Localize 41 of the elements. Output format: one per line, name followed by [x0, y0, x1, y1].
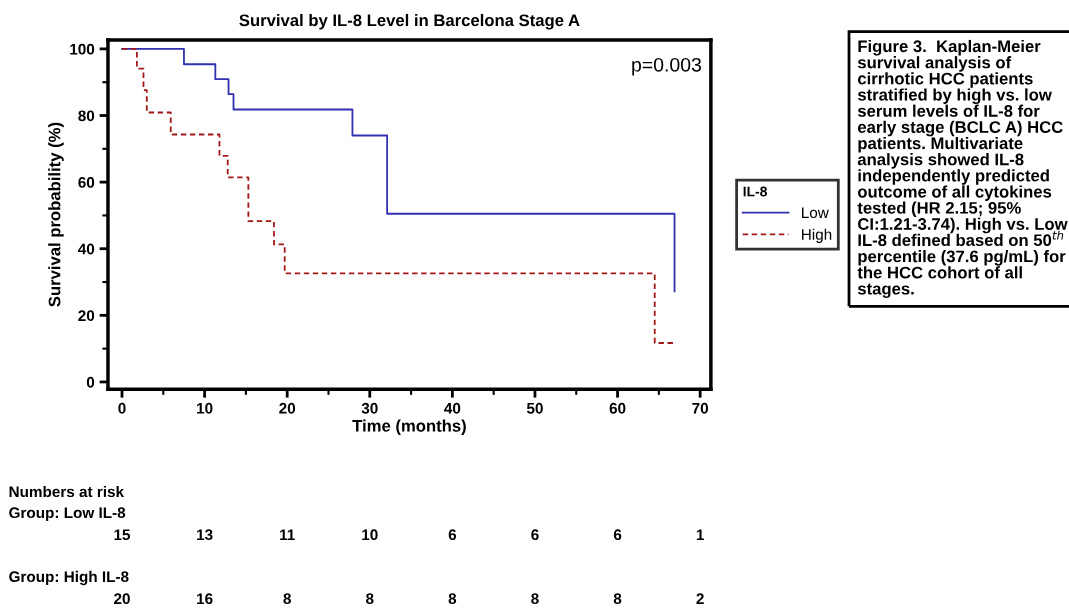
annotation: p=0.003 — [632, 57, 701, 76]
x-tick-label: 0 — [118, 402, 126, 414]
text: 8 — [613, 593, 622, 605]
text: 20 — [114, 593, 130, 605]
y-tick-label: 60 — [78, 176, 95, 188]
y-tick-label: 100 — [70, 43, 95, 55]
x-axis-title: Time (months) — [352, 419, 466, 436]
x-tick-label: 40 — [444, 402, 461, 414]
text: Group: Low IL-8 — [9, 507, 126, 522]
text: Group: High IL-8 — [9, 570, 129, 586]
x-tick-label: 60 — [609, 402, 626, 414]
x-tick-label: 10 — [197, 402, 213, 414]
text: 11 — [280, 529, 295, 540]
y-tick-label: 0 — [86, 376, 95, 388]
text: 10 — [362, 529, 378, 541]
legend-label: Low — [802, 207, 829, 219]
text: 6 — [448, 529, 457, 541]
text: 8 — [283, 593, 291, 605]
text: Figure 3. Kaplan-Meier survival analysis of cirrhotic HCC patients stratified by high vs. low serum levels of IL-8 for early stage (BCLC A) HCC patients. Multivariate analysis showed IL-8 independently predicted outcome of all cytokines tested (HR 2.15; 95% CI:1.21-3.74). High vs. Low IL-8 defined based on 50$^{th}$ percentile (37.6 pg/mL) for the HCC cohort of all stages. — [857, 39, 1068, 298]
text: 1 — [696, 529, 704, 540]
legend-label: High — [802, 228, 832, 243]
x-tick-label: 50 — [526, 402, 543, 414]
x-tick-label: 30 — [361, 402, 378, 414]
text: 2 — [696, 593, 704, 604]
text: Numbers at risk — [9, 485, 125, 498]
x-tick-label: 70 — [692, 402, 709, 414]
text: 13 — [197, 529, 213, 541]
text: 15 — [114, 529, 131, 541]
chart-title: Survival by IL-8 Level in Barcelona Stage A — [239, 13, 580, 30]
text: 6 — [613, 529, 622, 541]
text: 8 — [366, 593, 374, 605]
text: 6 — [531, 529, 539, 541]
legend-title: IL-8 — [743, 186, 767, 197]
y-tick-label: 40 — [78, 243, 95, 255]
text: 8 — [448, 593, 457, 605]
y-tick-label: 80 — [78, 110, 95, 122]
y-tick-label: 20 — [78, 310, 95, 322]
text: 8 — [531, 593, 539, 605]
y-axis-title: Survival probability (%) — [48, 122, 64, 307]
x-tick-label: 20 — [279, 402, 296, 414]
text: 16 — [197, 593, 213, 605]
